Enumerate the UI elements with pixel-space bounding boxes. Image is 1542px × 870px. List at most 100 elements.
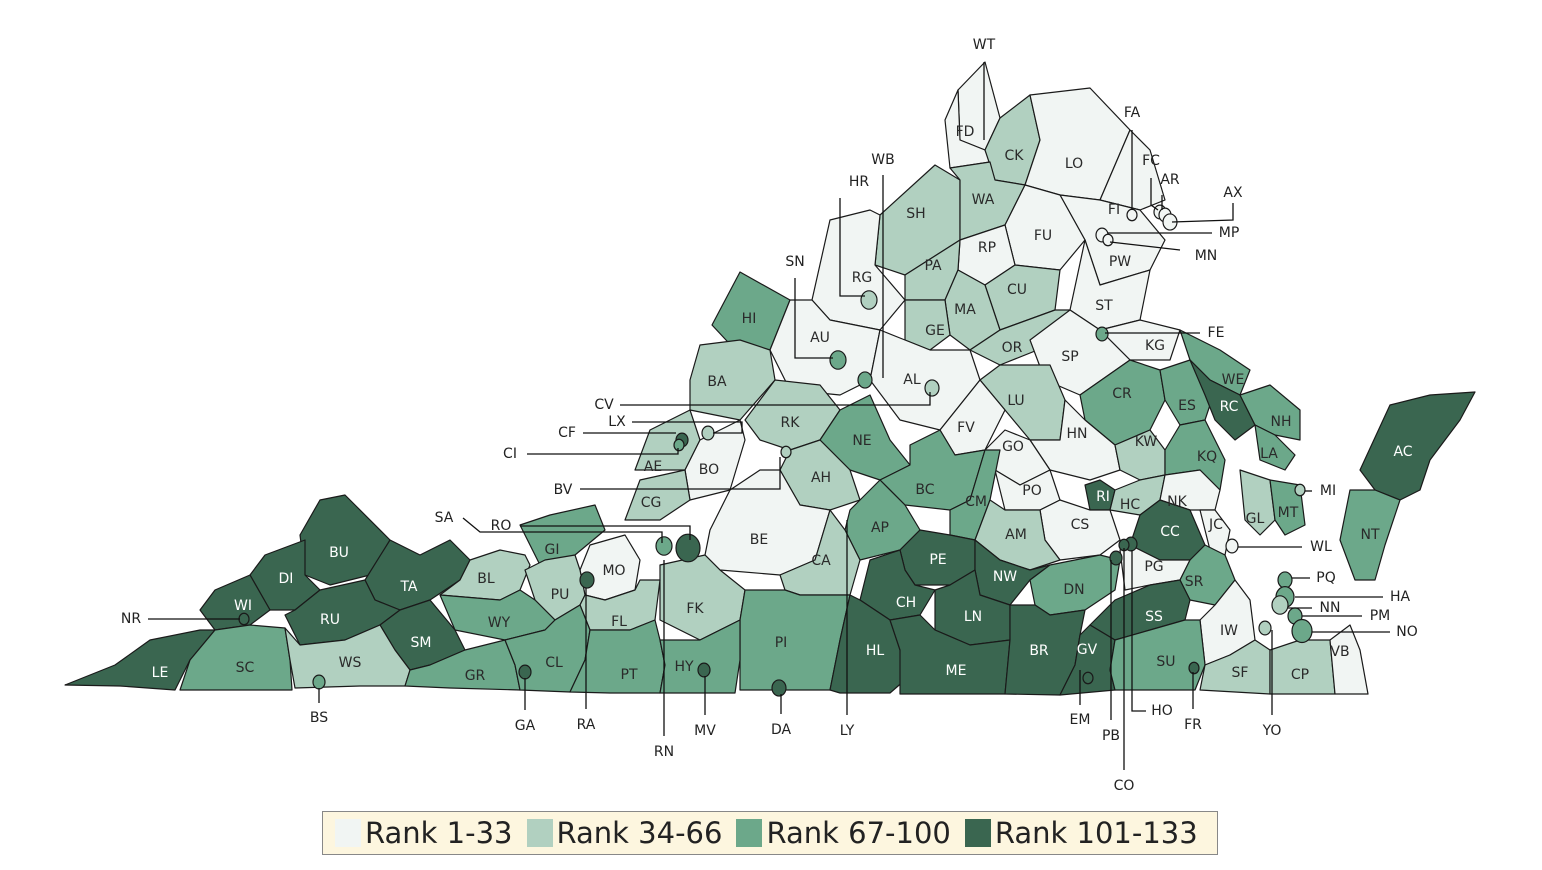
region-label-ge: GE <box>925 323 945 339</box>
region-label-pi: PI <box>775 635 788 651</box>
region-label-ba: BA <box>707 374 727 390</box>
region-label-fk: FK <box>686 601 704 617</box>
legend-swatch <box>335 819 361 847</box>
region-label-pg: PG <box>1144 559 1163 575</box>
leader-line-hr <box>839 198 865 297</box>
region-fe <box>1095 326 1109 342</box>
region-label-cu: CU <box>1007 282 1027 298</box>
legend-item-rank-1-33: Rank 1-33 <box>335 816 513 850</box>
region-lx <box>701 425 715 441</box>
region-label-ah: AH <box>811 470 831 486</box>
region-label-da: DA <box>771 722 792 738</box>
region-vb <box>1329 624 1369 695</box>
region-label-gl: GL <box>1246 511 1265 527</box>
region-label-al: AL <box>903 372 921 388</box>
region-ae <box>634 409 701 471</box>
region-label-nk: NK <box>1167 494 1187 510</box>
region-label-hn: HN <box>1067 426 1088 442</box>
region-label-fi: FI <box>1108 202 1120 218</box>
region-label-cm: CM <box>965 494 987 510</box>
region-ra <box>579 571 595 589</box>
legend-item-rank-101-133: Rank 101-133 <box>964 816 1198 850</box>
region-label-po: PO <box>1022 483 1041 499</box>
region-label-rg: RG <box>852 270 873 286</box>
region-label-be: BE <box>750 532 768 548</box>
leader-line-fc <box>1150 178 1159 211</box>
legend-item-rank-34-66: Rank 34-66 <box>526 816 722 850</box>
legend-swatch <box>964 819 991 847</box>
region-label-no: NO <box>1396 624 1418 640</box>
region-label-di: DI <box>279 571 294 587</box>
region-da <box>771 679 787 697</box>
leader-line-ci <box>527 448 679 455</box>
region-label-cg: CG <box>641 495 662 511</box>
region-label-ln: LN <box>964 609 982 625</box>
region-label-rn: RN <box>654 744 674 760</box>
leader-line-ax <box>1171 203 1234 223</box>
region-label-jc: JC <box>1208 517 1223 533</box>
region-label-ci: CI <box>503 446 517 462</box>
region-label-ho: HO <box>1151 703 1173 719</box>
region-label-vb: VB <box>1330 644 1349 660</box>
region-label-rc: RC <box>1220 399 1239 415</box>
region-label-ra: RA <box>577 717 596 733</box>
region-label-cf: CF <box>558 425 576 441</box>
region-label-bl: BL <box>477 571 495 587</box>
region-label-wy: WY <box>488 615 511 631</box>
region-mv <box>697 662 711 678</box>
region-hy <box>659 619 741 694</box>
region-me <box>889 614 1011 695</box>
region-label-am: AM <box>1005 527 1027 543</box>
region-label-ca: CA <box>811 553 831 569</box>
region-label-kg: KG <box>1145 338 1165 354</box>
region-la <box>1254 424 1296 471</box>
region-label-sf: SF <box>1232 665 1249 681</box>
leader-line-sn <box>794 278 833 359</box>
region-label-fe: FE <box>1208 325 1225 341</box>
region-ga <box>518 664 532 680</box>
region-label-mp: MP <box>1219 225 1240 241</box>
region-label-ax: AX <box>1223 185 1243 201</box>
region-label-pa: PA <box>924 258 942 274</box>
region-label-em: EM <box>1070 712 1091 728</box>
region-label-bu: BU <box>329 545 349 561</box>
region-label-sn: SN <box>785 254 804 270</box>
region-em <box>1082 671 1094 685</box>
region-label-fu: FU <box>1034 228 1052 244</box>
region-label-gv: GV <box>1077 642 1098 658</box>
region-fr <box>1188 661 1200 675</box>
region-label-wa: WA <box>972 192 995 208</box>
legend-label: Rank 1-33 <box>365 816 513 850</box>
region-label-hl: HL <box>866 643 885 659</box>
region-label-sr: SR <box>1185 574 1204 590</box>
region-label-ap: AP <box>871 520 889 536</box>
region-label-pt: PT <box>621 667 638 683</box>
region-label-kq: KQ <box>1197 449 1217 465</box>
region-label-we: WE <box>1222 372 1245 388</box>
region-label-ri: RI <box>1096 489 1110 505</box>
legend-swatch <box>526 819 553 847</box>
region-bs <box>312 674 326 690</box>
region-ge <box>904 299 951 351</box>
region-label-au: AU <box>810 330 830 346</box>
region-label-gr: GR <box>465 668 486 684</box>
region-pt <box>569 619 666 694</box>
region-label-mi: MI <box>1320 483 1336 499</box>
region-hr <box>860 290 878 310</box>
region-label-nw: NW <box>993 569 1017 585</box>
region-label-nn: NN <box>1320 600 1341 616</box>
region-label-st: ST <box>1095 298 1113 314</box>
region-label-bs: BS <box>310 710 328 726</box>
region-label-rk: RK <box>781 415 801 431</box>
region-label-cl: CL <box>545 655 563 671</box>
region-label-ac: AC <box>1393 444 1412 460</box>
region-mi <box>1294 483 1306 497</box>
region-label-wl: WL <box>1310 539 1332 555</box>
region-ci <box>673 438 685 452</box>
region-label-pm: PM <box>1370 608 1391 624</box>
region-label-fc: FC <box>1142 153 1160 169</box>
region-label-mv: MV <box>694 723 716 739</box>
region-su <box>1109 619 1206 691</box>
legend-label: Rank 67-100 <box>766 816 951 850</box>
